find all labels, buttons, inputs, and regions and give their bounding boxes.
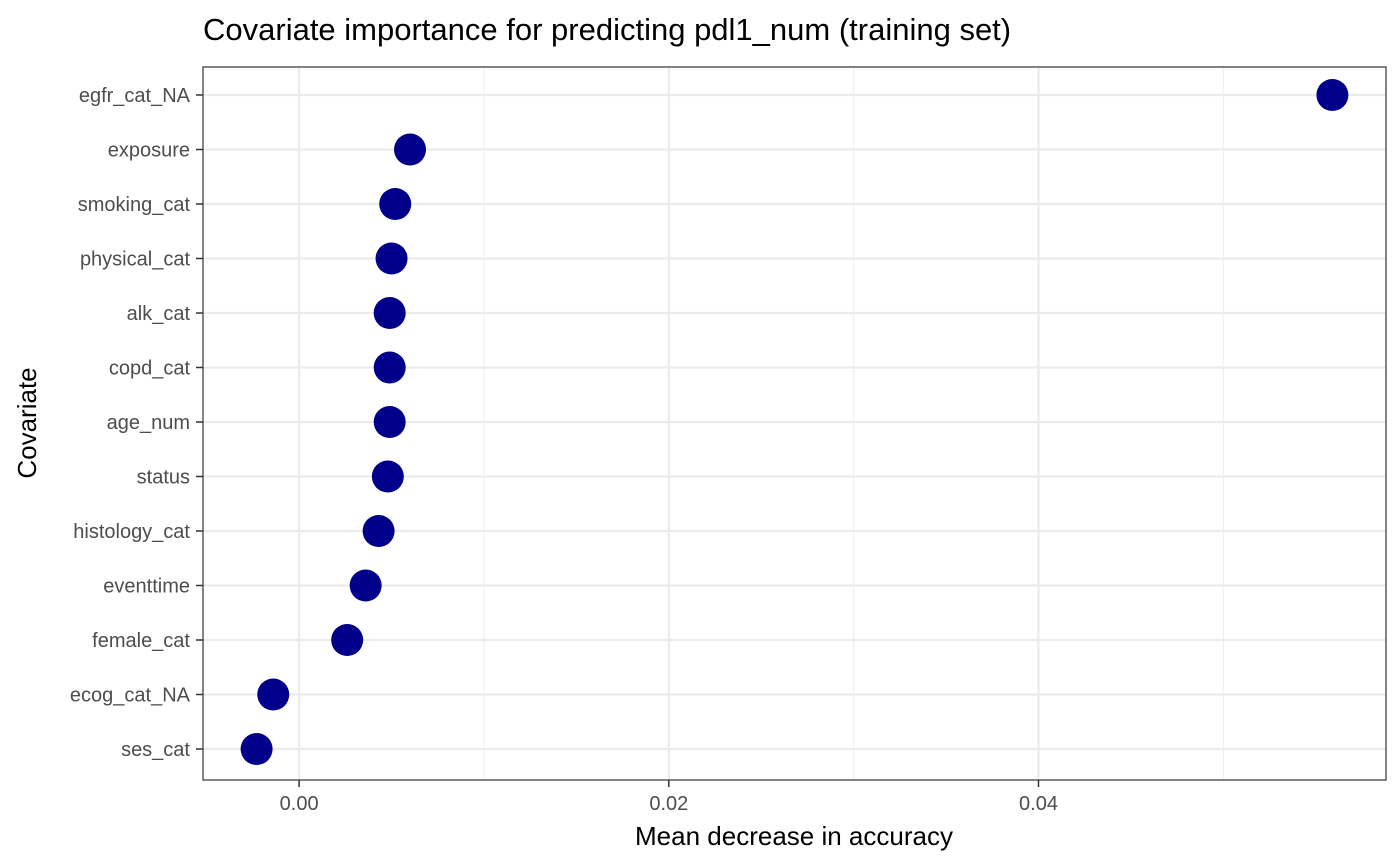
- data-point: [257, 678, 290, 711]
- y-tick-label: status: [137, 467, 190, 489]
- chart-title: Covariate importance for predicting pdl1…: [203, 12, 1011, 47]
- y-tick-label: egfr_cat_NA: [79, 85, 191, 107]
- y-tick-label: ecog_cat_NA: [70, 685, 191, 707]
- y-tick-label: female_cat: [92, 630, 190, 652]
- y-tick-label: eventtime: [103, 576, 190, 598]
- data-point: [331, 624, 364, 656]
- y-tick-label: copd_cat: [109, 358, 191, 380]
- y-tick-label: alk_cat: [127, 303, 191, 325]
- data-point: [371, 460, 404, 493]
- x-tick-label: 0.04: [1019, 793, 1058, 815]
- data-point: [375, 242, 408, 275]
- y-tick-label: exposure: [108, 140, 190, 162]
- y-tick-label: ses_cat: [121, 739, 190, 761]
- y-axis-title: Covariate: [12, 367, 42, 478]
- data-point: [362, 515, 395, 547]
- y-axis-ticks: egfr_cat_NA exposure smoking_cat physical_c…: [70, 85, 203, 761]
- y-tick-label: histology_cat: [73, 521, 190, 543]
- data-point: [373, 406, 406, 438]
- x-axis-title: Mean decrease in accuracy: [635, 821, 953, 851]
- data-point: [394, 133, 427, 166]
- plot-border: [202, 66, 1387, 781]
- y-tick-label: physical_cat: [80, 249, 191, 271]
- data-point: [373, 297, 406, 329]
- x-tick-label: 0.00: [280, 793, 319, 815]
- data-point: [379, 188, 412, 220]
- data-points: [240, 79, 1349, 765]
- data-point: [1316, 79, 1349, 111]
- y-tick-label: smoking_cat: [78, 194, 191, 216]
- x-tick-label: 0.02: [649, 793, 688, 815]
- x-axis-ticks: 0.00 0.02 0.04: [280, 780, 1058, 815]
- data-point: [373, 351, 406, 384]
- data-point: [240, 733, 273, 765]
- y-tick-label: age_num: [107, 412, 190, 434]
- data-point: [349, 569, 382, 602]
